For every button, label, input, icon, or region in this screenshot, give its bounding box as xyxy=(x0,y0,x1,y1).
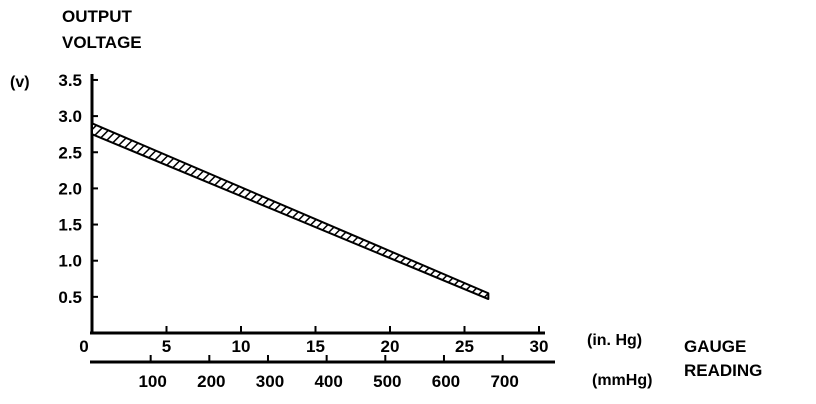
x-tick-label: 20 xyxy=(381,337,400,356)
x-label-line1: GAUGE xyxy=(684,337,746,356)
y-unit-label: (v) xyxy=(10,74,30,91)
x-tick-label: 15 xyxy=(306,337,325,356)
x-tick-label: 25 xyxy=(455,337,474,356)
x-unit-inhg: (in. Hg) xyxy=(587,332,642,349)
y-ticks: 0.5 1.0 1.5 2.0 2.5 3.0 3.5 xyxy=(58,71,98,307)
mmhg-tick-label: 500 xyxy=(373,372,401,391)
x-tick-label: 10 xyxy=(232,337,251,356)
x-label-line2: READING xyxy=(684,361,762,380)
y-tick-label: 2.0 xyxy=(58,179,82,198)
mmhg-tick-label: 300 xyxy=(256,372,284,391)
mmhg-tick-label: 400 xyxy=(314,372,342,391)
mmhg-tick-label: 600 xyxy=(432,372,460,391)
mmhg-tick-label: 200 xyxy=(197,372,225,391)
y-tick-label: 2.5 xyxy=(58,143,82,162)
y-tick-label: 1.5 xyxy=(58,216,82,235)
mmhg-tick-label: 100 xyxy=(138,372,166,391)
y-tick-label: 3.5 xyxy=(58,71,82,90)
x-tick-label: 0 xyxy=(79,337,88,356)
band-series xyxy=(91,122,490,301)
y-tick-label: 1.0 xyxy=(58,252,82,271)
y-tick-label: 0.5 xyxy=(58,288,82,307)
axes xyxy=(90,74,555,364)
y-label-line2: VOLTAGE xyxy=(62,33,142,52)
y-tick-label: 3.0 xyxy=(58,107,82,126)
mmhg-tick-label: 700 xyxy=(490,372,518,391)
y-label-line1: OUTPUT xyxy=(62,7,133,26)
x-ticks-mmhg: 100 200 300 400 500 600 700 xyxy=(138,355,519,391)
voltage-band xyxy=(91,122,490,301)
x-tick-label: 5 xyxy=(162,337,171,356)
x-tick-label: 30 xyxy=(530,337,549,356)
x-unit-mmhg: (mmHg) xyxy=(592,372,652,389)
x-ticks-inhg: 0 5 10 15 20 25 30 xyxy=(79,326,548,356)
